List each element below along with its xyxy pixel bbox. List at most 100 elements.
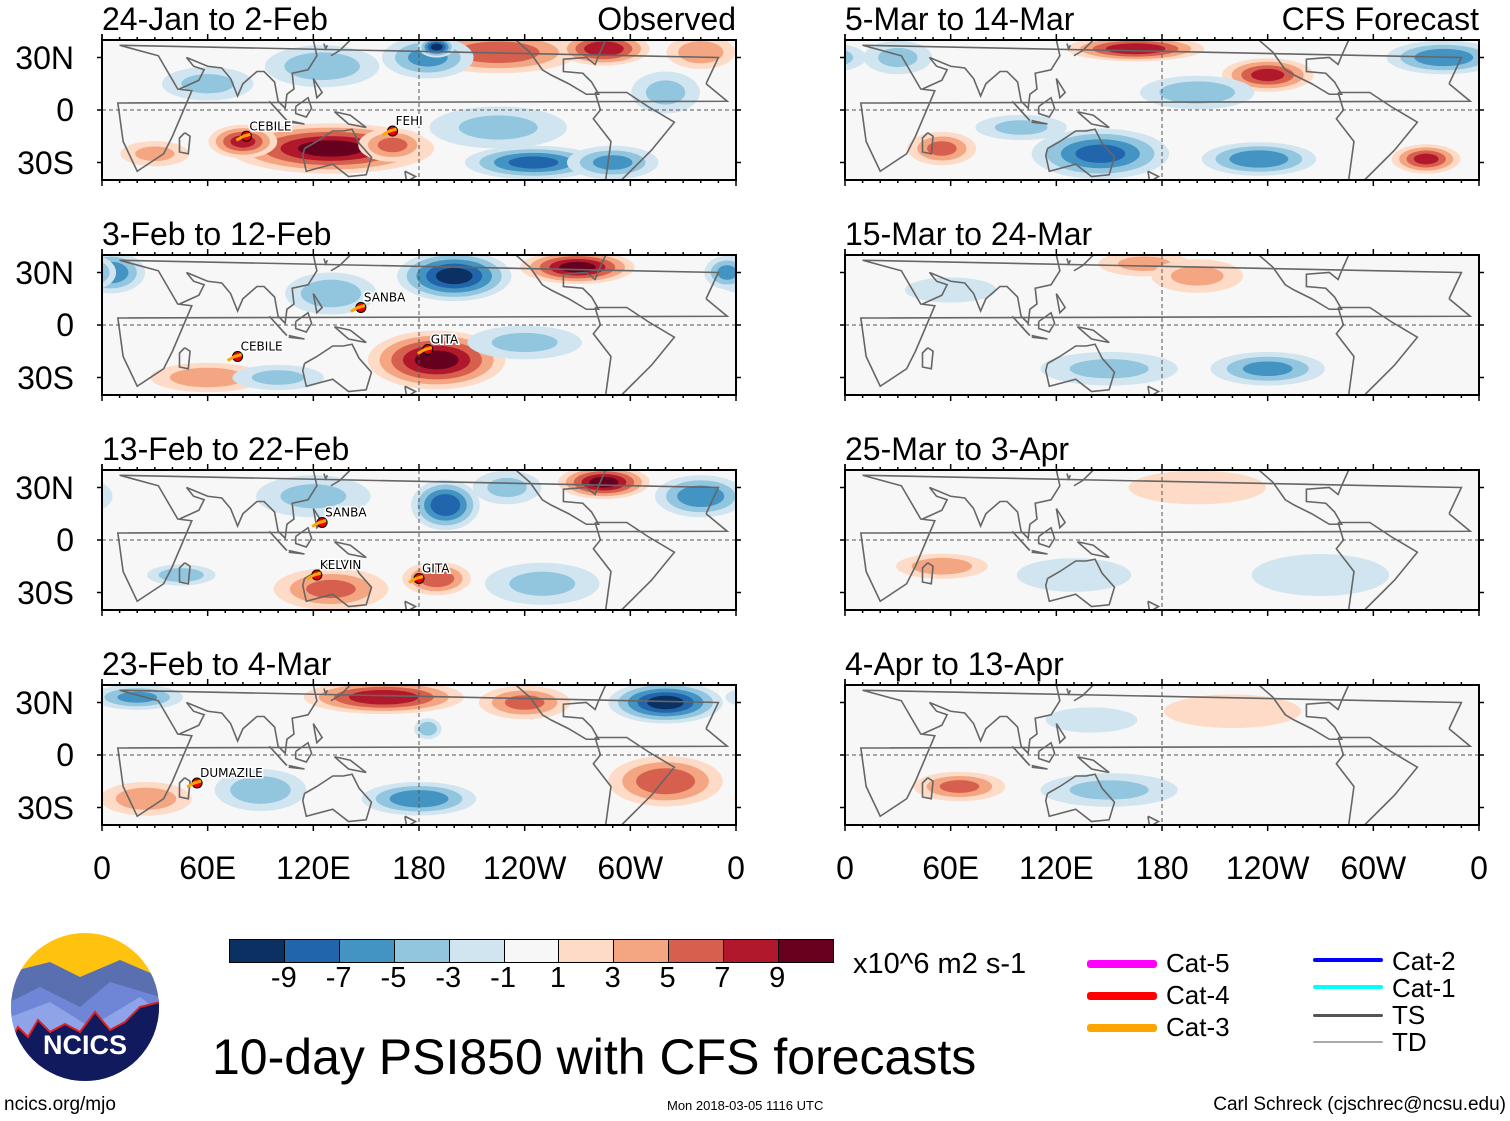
track-legend-item: TS xyxy=(1313,1000,1510,1032)
anomaly-contour xyxy=(377,137,408,153)
coastline xyxy=(330,470,351,487)
coastline xyxy=(330,685,351,702)
lat-label: 30N xyxy=(15,469,74,506)
coastline xyxy=(1055,293,1067,315)
coastline xyxy=(1335,91,1419,180)
anomaly-contour xyxy=(1069,780,1149,800)
track-legend-item: TD xyxy=(1313,1027,1510,1059)
coastline xyxy=(592,91,676,180)
anomaly-contour xyxy=(780,49,839,66)
coastline xyxy=(178,347,191,370)
anomaly-contour xyxy=(738,688,804,706)
anomaly-contour xyxy=(725,689,736,706)
coastline xyxy=(294,741,313,763)
cyclone-track xyxy=(408,575,424,584)
anomaly-contour xyxy=(306,579,356,599)
coastline xyxy=(1037,741,1056,763)
coastline xyxy=(294,311,313,333)
column-label: CFS Forecast xyxy=(1281,1,1479,37)
cyclone-track xyxy=(306,571,322,581)
coastline xyxy=(1073,685,1094,702)
anomaly-contour xyxy=(1413,153,1439,165)
coastline xyxy=(922,40,1061,110)
coastline xyxy=(921,562,934,585)
coastline xyxy=(294,526,313,548)
coastline xyxy=(921,777,934,800)
coastline xyxy=(301,558,373,608)
coastline xyxy=(1031,764,1048,770)
anomaly-contour xyxy=(117,691,158,703)
track-legend-label: TS xyxy=(1392,1000,1426,1030)
colorbar-label: -9 xyxy=(270,962,297,994)
track-line-swatch xyxy=(1087,1024,1157,1032)
coastline xyxy=(1258,685,1350,741)
anomaly-contour xyxy=(1251,68,1285,82)
coastline xyxy=(323,688,329,696)
anomaly-contour xyxy=(1128,470,1266,505)
coastline xyxy=(1037,526,1056,548)
site-link[interactable]: ncics.org/mjo xyxy=(4,1094,116,1115)
panel-title: 25-Mar to 3-Apr xyxy=(845,431,1070,467)
colorbar-swatch xyxy=(393,940,449,962)
anomaly-contour xyxy=(102,482,113,510)
track-legend-item: Cat-2 xyxy=(1313,946,1510,978)
anomaly-contour xyxy=(508,156,559,169)
track-line-swatch xyxy=(1313,1041,1383,1043)
coastline xyxy=(859,259,1473,388)
coastline xyxy=(323,43,329,51)
track-line-swatch xyxy=(1313,958,1383,962)
lon-label: 0 xyxy=(1470,850,1488,886)
track-legend-label: Cat-1 xyxy=(1392,973,1456,1003)
anomaly-contour xyxy=(939,780,980,793)
colorbar-swatch xyxy=(558,940,614,962)
coastline xyxy=(1011,315,1031,337)
anomaly-contour xyxy=(418,569,455,588)
anomaly-contour xyxy=(297,140,364,157)
anomaly-contour xyxy=(645,80,686,105)
anomaly-contour xyxy=(1016,558,1132,592)
anomaly-contour xyxy=(1069,359,1149,379)
coastline xyxy=(178,562,191,585)
anomaly-contour xyxy=(734,794,736,804)
anomaly-contour xyxy=(1229,150,1289,168)
anomaly-contour xyxy=(926,141,957,156)
coastline xyxy=(268,100,288,122)
coastline xyxy=(921,132,934,155)
cyclone-name: SANBA xyxy=(364,291,406,305)
coastline xyxy=(1037,96,1056,118)
coastline xyxy=(288,334,305,340)
anomaly-contour xyxy=(181,74,234,94)
anomaly-contour xyxy=(584,41,624,57)
anomaly-contour xyxy=(592,155,633,170)
lat-label: 30S xyxy=(17,574,74,611)
coastline xyxy=(116,44,730,173)
cyclone-track xyxy=(186,779,202,789)
track-legend-label: Cat-2 xyxy=(1392,946,1456,976)
lon-label: 0 xyxy=(727,850,745,886)
anomaly-contour xyxy=(1075,144,1126,163)
lat-label: 30S xyxy=(17,359,74,396)
coastline xyxy=(268,530,288,552)
anomaly-contour xyxy=(487,477,527,498)
coastline xyxy=(515,470,607,526)
anomaly-contour xyxy=(904,277,997,303)
coastline xyxy=(515,255,607,311)
anomaly-contour xyxy=(349,689,419,705)
coastline xyxy=(1258,40,1350,96)
coastline xyxy=(179,470,318,540)
panel-title: 13-Feb to 22-Feb xyxy=(102,431,350,467)
coastline xyxy=(1031,334,1048,340)
colorbar-label: 9 xyxy=(769,962,786,994)
anomaly-contour xyxy=(1251,554,1390,596)
ncics-logo: NCICS xyxy=(11,933,159,1081)
anomaly-contour xyxy=(636,768,695,795)
coastline xyxy=(116,689,730,818)
coastline xyxy=(301,343,373,393)
anomaly-contour xyxy=(300,279,362,308)
coastline xyxy=(1335,521,1419,610)
anomaly-contour xyxy=(754,141,823,166)
colorbar-swatch xyxy=(230,940,284,962)
colorbar-label: 1 xyxy=(549,962,566,994)
figure-title: 10-day PSI850 with CFS forecasts xyxy=(212,1029,977,1085)
anomaly-contour xyxy=(414,350,459,370)
